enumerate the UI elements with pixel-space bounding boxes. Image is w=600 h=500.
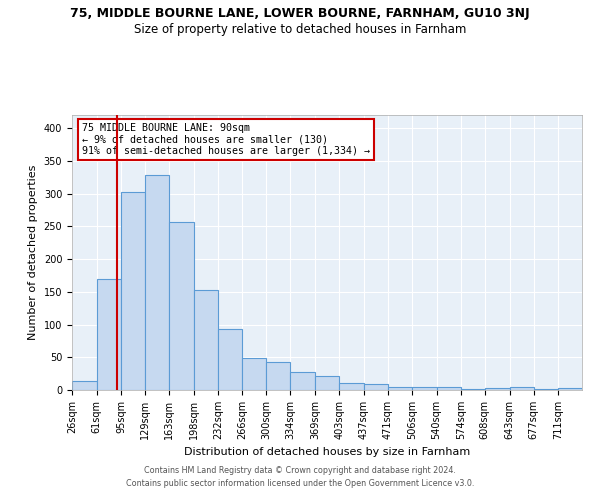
Bar (485, 388, 509, 390)
Bar (72, 382, 97, 390)
Bar (266, 362, 290, 390)
Text: 75, MIDDLE BOURNE LANE, LOWER BOURNE, FARNHAM, GU10 3NJ: 75, MIDDLE BOURNE LANE, LOWER BOURNE, FA… (70, 8, 530, 20)
Bar (218, 329, 242, 390)
Bar (315, 376, 340, 390)
Bar (169, 222, 194, 390)
X-axis label: Distribution of detached houses by size in Farnham: Distribution of detached houses by size … (184, 448, 470, 458)
Text: Size of property relative to detached houses in Farnham: Size of property relative to detached ho… (134, 22, 466, 36)
Bar (145, 175, 169, 390)
Bar (509, 388, 534, 390)
Text: Contains HM Land Registry data © Crown copyright and database right 2024.
Contai: Contains HM Land Registry data © Crown c… (126, 466, 474, 487)
Bar (558, 388, 582, 390)
Y-axis label: Number of detached properties: Number of detached properties (28, 165, 38, 340)
Text: 75 MIDDLE BOURNE LANE: 90sqm
← 9% of detached houses are smaller (130)
91% of se: 75 MIDDLE BOURNE LANE: 90sqm ← 9% of det… (82, 123, 370, 156)
Bar (364, 384, 388, 390)
Bar (340, 384, 364, 390)
Bar (437, 388, 461, 390)
Bar (412, 388, 437, 390)
Bar (242, 358, 266, 390)
Bar (121, 192, 145, 390)
Bar (194, 290, 218, 390)
Bar (97, 278, 121, 390)
Bar (290, 372, 315, 390)
Bar (388, 386, 412, 390)
